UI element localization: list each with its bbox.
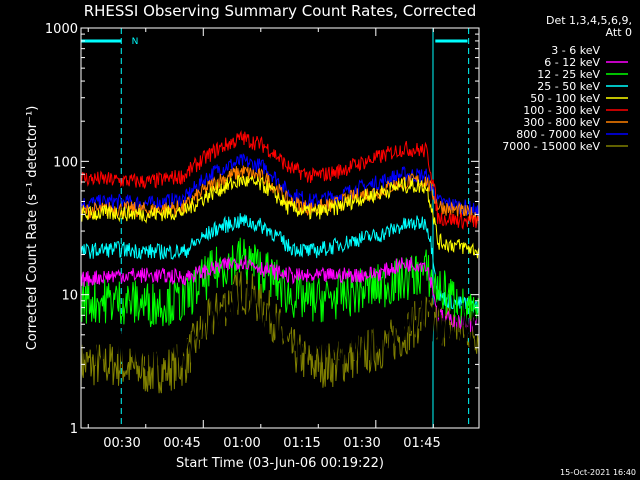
legend-label: 800 - 7000 keV: [516, 128, 600, 141]
x-tick-label: 01:15: [283, 436, 320, 451]
x-tick-label: 01:30: [343, 436, 380, 451]
y-tick-label: 10: [61, 289, 78, 304]
x-tick-label: 01:00: [223, 436, 260, 451]
legend-label: 6 - 12 keV: [544, 56, 600, 69]
plot-frame: [80, 27, 480, 429]
x-axis: 00:30 00:45 01:00 01:15 01:30 01:45: [87, 28, 441, 451]
annotation-label: N: [132, 37, 139, 47]
chart-title: RHESSI Observing Summary Count Rates, Co…: [84, 2, 477, 20]
legend-label: 50 - 100 keV: [530, 92, 600, 105]
x-tick-label: 00:45: [163, 436, 200, 451]
series-line: [80, 278, 480, 374]
footer-timestamp: 15-Oct-2021 16:40: [560, 468, 636, 477]
x-tick-label: 00:30: [103, 436, 140, 451]
legend-header: Det 1,3,4,5,6,9,: [546, 14, 632, 27]
plot-area: N: [80, 28, 480, 428]
legend-header: Att 0: [606, 26, 632, 39]
legend-label: 3 - 6 keV: [551, 44, 600, 57]
y-axis: 1 10 100 1000: [45, 22, 479, 437]
y-axis-label: Corrected Count Rate (s⁻¹ detector⁻¹): [25, 106, 40, 351]
series-line: [80, 237, 480, 331]
legend-label: 300 - 800 keV: [523, 116, 600, 129]
legend-label: 12 - 25 keV: [537, 68, 600, 81]
series-line: [80, 175, 480, 259]
legend-label: 7000 - 15000 keV: [502, 140, 600, 153]
series-line: [80, 165, 480, 224]
x-axis-label: Start Time (03-Jun-06 00:19:22): [176, 456, 384, 471]
y-tick-label: 100: [53, 155, 78, 170]
y-tick-label: 1: [70, 422, 78, 437]
y-tick-label: 1000: [45, 22, 78, 37]
x-tick-label: 01:45: [403, 436, 440, 451]
series-line: [80, 213, 480, 314]
series-line: [80, 255, 480, 332]
legend-label: 100 - 300 keV: [523, 104, 600, 117]
legend-label: 25 - 50 keV: [537, 80, 600, 93]
series-line: [80, 130, 480, 231]
